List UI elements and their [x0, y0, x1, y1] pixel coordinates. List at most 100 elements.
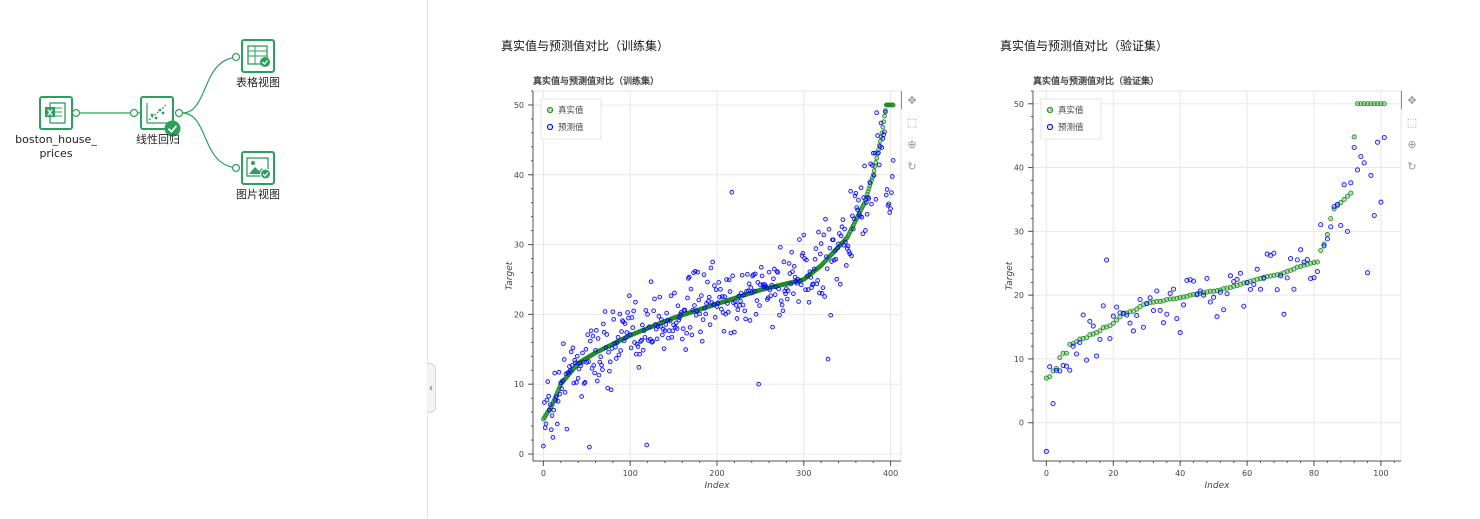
true-point: [1348, 190, 1354, 196]
pred-point: [1114, 304, 1120, 310]
pred-point: [679, 336, 685, 342]
regression-icon: [146, 103, 168, 124]
pred-point: [740, 302, 746, 308]
pred-point: [1130, 328, 1136, 334]
pred-point: [743, 316, 748, 322]
workflow-panel: X boston_house_ prices 线性回归 表格视图: [0, 0, 428, 519]
true-point: [1167, 296, 1173, 302]
box-zoom-icon[interactable]: ⬚: [1406, 116, 1418, 129]
pred-point: [729, 189, 735, 195]
pred-point: [746, 281, 752, 287]
pred-point: [630, 325, 636, 330]
pred-point: [778, 244, 783, 250]
reset-icon[interactable]: ↻: [1407, 160, 1417, 173]
y-tick-label: 30: [1014, 227, 1024, 236]
pred-point: [851, 216, 857, 222]
pred-point: [756, 381, 761, 387]
pred-point: [890, 174, 895, 179]
table-view-node[interactable]: [241, 39, 275, 73]
pred-point: [789, 249, 794, 255]
pred-point: [848, 188, 853, 194]
true-point: [1114, 317, 1120, 323]
pred-point: [610, 309, 616, 315]
pred-point: [667, 318, 673, 324]
dataset-label-line1: boston_house_: [15, 133, 97, 146]
pred-point: [1348, 180, 1354, 186]
y-tick-label: 40: [514, 171, 524, 180]
train-scatter-chart: 真实值与预测值对比（训练集） 0 100 200 300 400 0 10 20 30 40 50 In…: [505, 75, 902, 491]
true-point: [1084, 335, 1090, 341]
true-point: [1110, 320, 1116, 326]
pred-point: [640, 322, 645, 328]
model-node[interactable]: [140, 96, 174, 130]
dataset-node-label: boston_house_ prices: [10, 133, 102, 161]
pred-point: [1338, 223, 1344, 229]
true-point: [1047, 374, 1053, 380]
dataset-node[interactable]: X: [39, 96, 73, 130]
y-tick-label: 10: [1014, 355, 1024, 364]
pred-point: [683, 347, 689, 352]
pred-point: [687, 325, 693, 330]
pred-point: [1341, 182, 1347, 188]
pred-point: [594, 328, 599, 333]
pred-point: [1087, 318, 1093, 324]
image-view-node[interactable]: [241, 151, 275, 185]
pred-point: [768, 293, 774, 299]
pred-point: [664, 310, 669, 316]
pan-icon[interactable]: ✥: [907, 94, 917, 107]
box-zoom-icon[interactable]: ⬚: [906, 116, 918, 129]
pred-point: [752, 271, 758, 277]
pred-point: [879, 145, 885, 150]
pred-point: [614, 340, 620, 345]
wheel-zoom-icon[interactable]: ⊕: [907, 138, 917, 151]
pred-point: [811, 266, 817, 272]
pred-point: [629, 315, 635, 320]
x-axis-label: Index: [705, 481, 731, 491]
pred-point: [1171, 286, 1177, 292]
pred-point: [568, 368, 573, 373]
pred-point: [840, 217, 846, 222]
pred-point: [585, 332, 590, 337]
pred-point: [778, 298, 784, 304]
true-point: [1358, 101, 1364, 107]
pred-point: [631, 308, 636, 314]
true-point: [1378, 101, 1384, 107]
pred-point: [812, 256, 818, 262]
pred-point: [627, 332, 633, 337]
pred-point: [552, 370, 557, 376]
pred-point: [692, 303, 697, 308]
pred-point: [643, 308, 649, 313]
excel-file-icon: X: [45, 102, 66, 124]
collapse-panel-button[interactable]: ‹: [427, 363, 436, 413]
pred-point: [887, 210, 893, 215]
reset-icon[interactable]: ↻: [907, 160, 917, 173]
pred-point: [1271, 250, 1277, 256]
pred-point: [797, 237, 802, 242]
wheel-zoom-icon[interactable]: ⊕: [1407, 138, 1417, 151]
pred-point: [1127, 320, 1133, 326]
pred-point: [682, 307, 688, 313]
pred-point: [1134, 313, 1140, 319]
pred-point: [873, 197, 879, 202]
x-tick-label: 100: [1373, 469, 1388, 478]
pred-point: [1368, 172, 1374, 178]
pred-point: [825, 356, 831, 362]
pred-point: [807, 269, 813, 274]
pred-point: [818, 241, 824, 246]
predicted-values-series: [1043, 135, 1387, 454]
pred-point: [1150, 307, 1156, 313]
pred-point: [547, 407, 552, 413]
pred-point: [617, 311, 623, 317]
pred-point: [834, 276, 840, 282]
pred-point: [569, 363, 575, 368]
true-point: [1328, 216, 1334, 222]
pred-point: [1251, 281, 1257, 287]
pan-icon[interactable]: ✥: [1407, 94, 1417, 107]
pred-point: [650, 339, 656, 344]
train-section-title: 真实值与预测值对比（训练集）: [501, 39, 670, 53]
pred-point: [850, 226, 856, 232]
pred-point: [820, 285, 826, 291]
pred-point: [714, 304, 720, 309]
